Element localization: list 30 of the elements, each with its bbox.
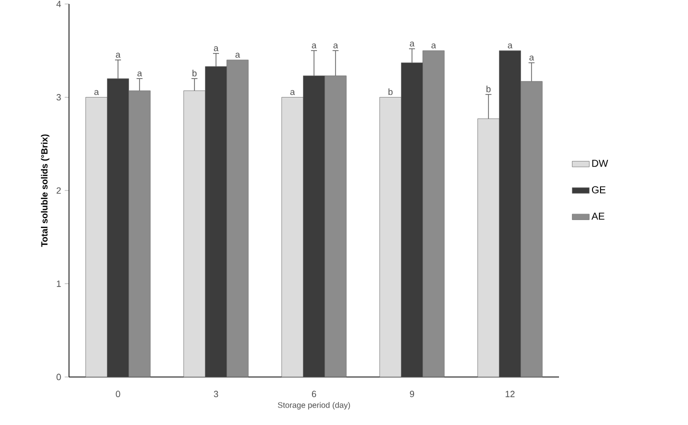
y-tick-label: 4 [56, 0, 61, 8]
data-label: a [529, 56, 534, 61]
y-tick-label: 1 [56, 280, 61, 287]
data-label: a [333, 43, 338, 48]
data-label: a [137, 71, 142, 76]
x-tick-label: 3 [214, 390, 218, 398]
data-label: b [388, 88, 393, 96]
x-axis-title: Storage period (day) [278, 402, 350, 410]
data-label: b [192, 70, 197, 76]
data-label: a [235, 52, 240, 58]
data-label: b [486, 86, 491, 92]
legend-label: AE [591, 212, 604, 220]
data-label: a [431, 43, 436, 48]
x-tick-label: 6 [312, 390, 316, 398]
data-label: a [410, 42, 414, 47]
data-label: a [508, 43, 512, 48]
data-label: a [116, 52, 121, 58]
data-label: a [312, 43, 317, 48]
data-label: a [214, 46, 219, 52]
y-axis-title: Total soluble solids (°Brix) [40, 134, 50, 247]
data-label: a [94, 90, 99, 96]
legend-label: GE [592, 186, 606, 194]
y-tick-label: 3 [56, 94, 61, 100]
x-tick-label: 9 [410, 390, 414, 398]
y-tick-label: 0 [56, 374, 61, 380]
y-tick-label: 2 [56, 187, 61, 194]
data-label: a [290, 90, 295, 96]
x-tick-label: 0 [116, 390, 120, 398]
x-tick-label: 12 [506, 390, 515, 398]
legend-label: DW [592, 160, 608, 167]
